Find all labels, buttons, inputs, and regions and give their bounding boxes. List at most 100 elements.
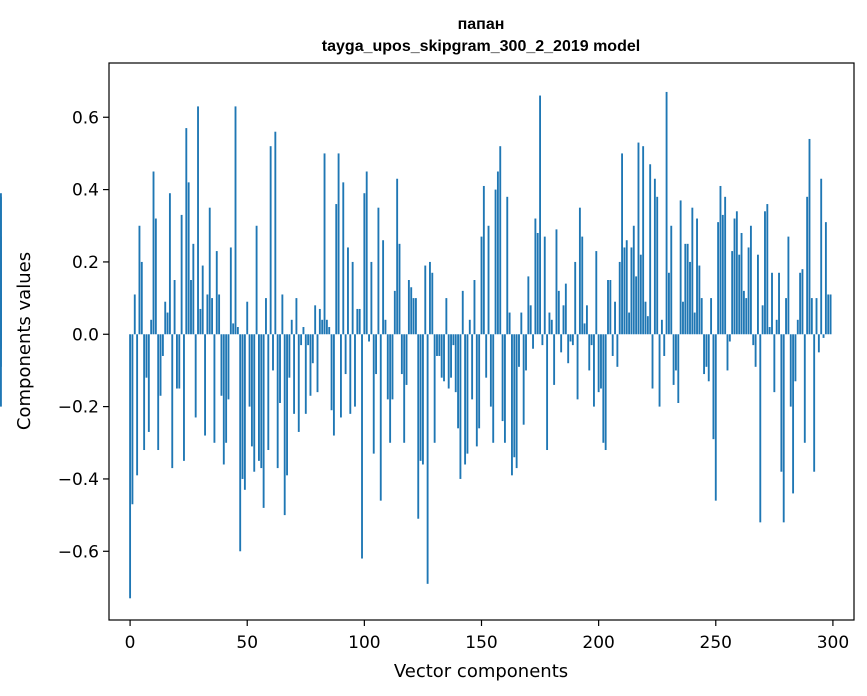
bar-1 bbox=[131, 334, 134, 505]
bar-29 bbox=[197, 106, 199, 335]
bar-246 bbox=[705, 334, 708, 367]
bar-14 bbox=[161, 334, 164, 356]
bar-87 bbox=[332, 334, 335, 436]
bar-47 bbox=[239, 334, 242, 552]
bar-203 bbox=[604, 334, 607, 451]
bar-93 bbox=[347, 247, 349, 335]
bar-33 bbox=[206, 294, 209, 335]
bar-56 bbox=[260, 334, 263, 469]
bar-251 bbox=[717, 222, 720, 335]
bar-187 bbox=[567, 334, 570, 364]
bar-258 bbox=[733, 218, 736, 335]
bar-167 bbox=[520, 312, 523, 335]
bar-148 bbox=[475, 334, 478, 447]
bar-70 bbox=[293, 334, 296, 414]
bar-142 bbox=[461, 290, 464, 335]
bar-49 bbox=[243, 334, 246, 490]
bar-249 bbox=[712, 334, 715, 440]
bar-228 bbox=[663, 334, 666, 356]
bar-216 bbox=[635, 276, 638, 335]
bar-254 bbox=[724, 196, 727, 335]
bar-272 bbox=[766, 204, 769, 335]
bar-288 bbox=[803, 334, 806, 443]
bar-16 bbox=[166, 312, 169, 335]
bar-141 bbox=[459, 334, 462, 479]
bar-296 bbox=[822, 334, 825, 338]
bar-144 bbox=[466, 334, 469, 454]
bar-62 bbox=[274, 131, 277, 335]
y-tick-label: 0.2 bbox=[72, 253, 99, 273]
bar-21 bbox=[178, 334, 181, 389]
bar-127 bbox=[426, 334, 429, 584]
bar-53 bbox=[253, 334, 256, 472]
bar-136 bbox=[447, 334, 450, 389]
bar-281 bbox=[787, 236, 790, 335]
bar-139 bbox=[454, 334, 457, 393]
bar-241 bbox=[693, 312, 696, 335]
bar-169 bbox=[525, 334, 527, 371]
bar-103 bbox=[370, 261, 373, 335]
bar-101 bbox=[365, 171, 368, 335]
bar-205 bbox=[609, 280, 612, 335]
bar-285 bbox=[796, 319, 799, 335]
bar-220 bbox=[644, 301, 647, 335]
bar-104 bbox=[372, 334, 375, 454]
bar-116 bbox=[400, 334, 403, 375]
bar-245 bbox=[703, 334, 705, 375]
bar-8 bbox=[147, 334, 150, 432]
bar-247 bbox=[707, 334, 710, 382]
bar-74 bbox=[302, 327, 305, 335]
bar-84 bbox=[325, 319, 328, 335]
bar-124 bbox=[419, 334, 422, 461]
bar-275 bbox=[773, 334, 776, 393]
bar-257 bbox=[731, 251, 734, 335]
x-tick-label: 250 bbox=[700, 633, 732, 653]
bar-292 bbox=[813, 334, 816, 472]
bar-undefined bbox=[0, 298, 2, 335]
bar-185 bbox=[562, 305, 565, 335]
bar-243 bbox=[698, 265, 701, 335]
bar-277 bbox=[778, 272, 780, 335]
bar-289 bbox=[806, 196, 809, 335]
y-tick-label: −0.6 bbox=[58, 542, 99, 562]
bar-255 bbox=[726, 334, 729, 371]
bar-172 bbox=[532, 334, 534, 349]
bar-27 bbox=[192, 243, 195, 335]
bar-151 bbox=[482, 185, 485, 335]
bar-204 bbox=[607, 280, 609, 335]
bar-52 bbox=[250, 334, 253, 447]
bar-12 bbox=[157, 334, 160, 451]
bar-191 bbox=[576, 334, 579, 400]
bar-115 bbox=[398, 243, 401, 335]
bar-171 bbox=[529, 305, 532, 335]
bar-undefined bbox=[0, 334, 2, 346]
bar-5 bbox=[140, 261, 143, 335]
bar-96 bbox=[354, 334, 356, 407]
bar-2 bbox=[133, 294, 136, 335]
bar-162 bbox=[508, 312, 511, 335]
bar-150 bbox=[480, 236, 483, 335]
bar-140 bbox=[457, 334, 460, 429]
bar-297 bbox=[824, 222, 827, 335]
bar-226 bbox=[658, 334, 661, 407]
y-tick-label: 0.4 bbox=[72, 181, 99, 201]
bar-76 bbox=[307, 334, 310, 346]
bar-100 bbox=[363, 193, 366, 335]
bar-32 bbox=[204, 334, 206, 436]
bar-42 bbox=[227, 334, 230, 400]
bar-58 bbox=[265, 298, 267, 335]
bar-40 bbox=[222, 334, 225, 465]
bar-147 bbox=[473, 280, 476, 335]
bar-190 bbox=[574, 261, 577, 335]
bar-11 bbox=[154, 218, 157, 335]
bar-214 bbox=[630, 247, 633, 335]
bar-63 bbox=[276, 334, 279, 469]
bar-60 bbox=[269, 146, 272, 335]
bar-239 bbox=[689, 261, 691, 335]
bar-97 bbox=[356, 308, 359, 335]
bar-178 bbox=[546, 334, 549, 451]
bar-184 bbox=[560, 334, 563, 353]
bar-260 bbox=[738, 254, 741, 335]
bar-244 bbox=[700, 298, 703, 335]
bar-36 bbox=[213, 334, 216, 443]
